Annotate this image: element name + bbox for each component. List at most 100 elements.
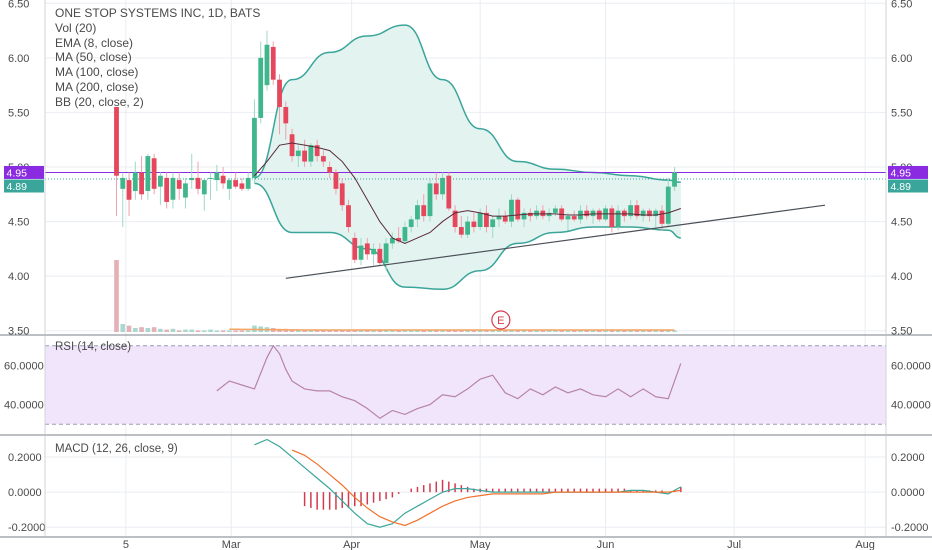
volume-bar [289,329,295,332]
candle-body [245,177,251,189]
x-tick: May [470,539,491,550]
price-marker-bottom-left-bg [4,179,44,193]
candle-body [377,248,383,264]
candle-body [540,210,546,217]
candle-body [546,212,552,217]
volume-bar [377,330,383,332]
volume-bar [609,330,615,332]
pane-bg-2 [45,436,886,536]
volume-bar [459,330,464,332]
candle-body [553,208,558,213]
candle-body [565,216,571,220]
volume-bar [390,330,395,332]
legend-ema: EMA (8, close) [55,35,134,50]
candle-body [665,186,671,224]
candle-body [672,172,677,187]
volume-bar [640,330,646,332]
rsi-tick-right: 60.0000 [891,360,931,372]
volume-bar [352,330,358,332]
price-tick-left: 4.50 [8,217,29,229]
volume-bar [622,330,627,332]
candle-body [371,248,376,255]
bb-upper [254,24,681,184]
volume-bar [590,330,596,332]
bb-lower [254,182,681,290]
candle-body [333,172,339,189]
horizontal-lines [45,171,886,180]
volume-bar [126,325,132,332]
candle-body [615,210,621,228]
candle-body [201,180,207,195]
earnings-marker [491,310,511,330]
volume-bar [546,330,552,332]
macd-label: MACD (12, 26, close, 9) [55,443,178,455]
candle-body [183,183,188,198]
candle-body [352,237,358,260]
volume-bar [189,329,195,332]
price-marker-bottom-left-text: 4.89 [7,181,28,193]
volume-bar [208,329,213,332]
volume-bar [634,330,640,332]
candle-body [389,237,395,244]
volume-bar [502,330,508,332]
volume-bar [408,330,414,332]
price-marker-top-left-text: 4.95 [7,167,28,179]
volume-bar [308,329,314,332]
volume-bar [183,329,188,332]
candle-body [527,212,533,217]
candle-body [509,199,514,222]
price-tick-right: 5.50 [891,107,912,119]
price-marker-top-left-bg [4,165,44,179]
candle-body [559,208,565,220]
candle-body [339,183,345,206]
macd-tick-left: 0.2000 [8,452,42,464]
candle-body [189,177,195,181]
candle-body [534,210,539,217]
volume-bar [628,330,633,332]
candle-body [634,205,640,217]
volume-bar [653,330,659,332]
candle-body [640,210,646,217]
chart-title: ONE STOP SYSTEMS INC, 1D, BATS [55,6,261,20]
overlay-lines [254,142,826,279]
candle-body [139,172,144,195]
rsi-tick-left: 60.0000 [4,360,44,372]
volume-bar [477,330,483,332]
trend-line [285,204,826,279]
volume-bar [534,330,539,332]
candle-body [214,172,220,181]
volume-bar [415,330,420,332]
candle-body [427,183,433,217]
price-tick-right: 6.00 [891,53,912,65]
bollinger-bands [254,24,681,290]
candle-body [609,208,615,228]
candle-body [176,180,182,189]
candle-body [289,134,295,157]
candle-body [302,150,307,162]
price-tick-left: 6.00 [8,53,29,65]
volume-bar [490,330,495,332]
volume-bar [233,330,238,332]
candle-body [270,46,276,80]
price-tick-left: 3.50 [8,326,29,338]
candle-body [471,221,477,228]
volume-bar [195,330,201,332]
volume-bar [427,330,433,332]
earnings-marker-label: E [497,315,504,327]
candle-body [283,106,289,124]
volume-bar [327,330,332,332]
volume-bar [139,327,144,332]
volume-bar [571,330,577,332]
x-tick: 5 [123,539,129,550]
candle-body [515,199,521,220]
macd-tick-right: -0.2000 [891,522,928,534]
volume-bar [371,330,376,332]
candle-body [226,180,232,189]
volume-bar [615,330,621,332]
candle-body [151,158,157,189]
candle-body [571,216,577,220]
rsi-band-fill [45,345,886,425]
candle-body [521,212,527,220]
